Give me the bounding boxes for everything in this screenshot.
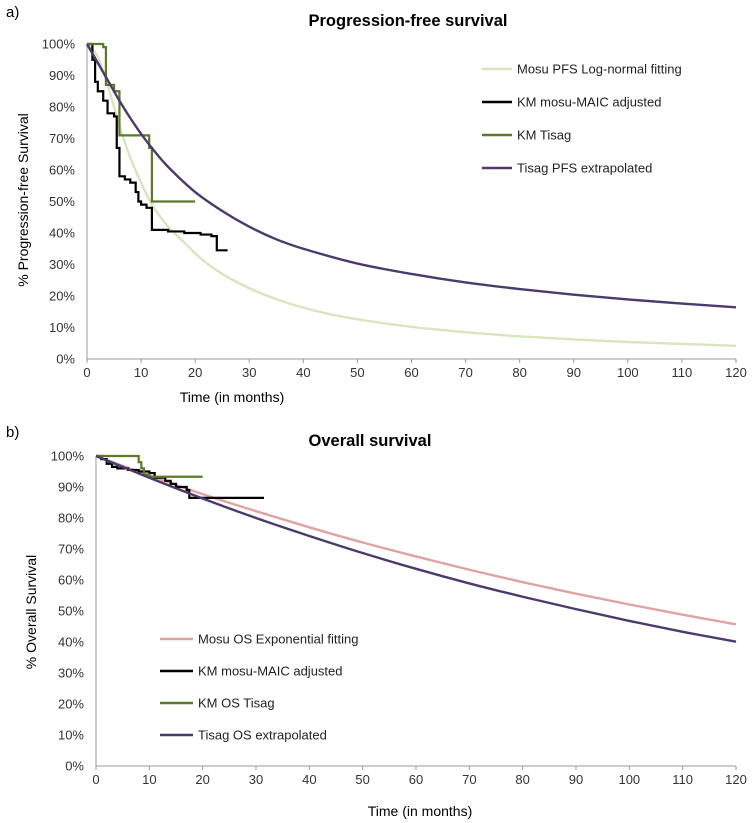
pfs-y-tick-label: 80% [49, 100, 75, 115]
os-series-km-os-tisag [96, 454, 203, 478]
os-legend: Mosu OS Exponential fitting KM mosu-MAIC … [160, 632, 358, 743]
pfs-y-tick-label: 20% [49, 289, 75, 304]
pfs-x-axis-label: Time (in months) [180, 389, 285, 405]
pfs-y-tick-label: 50% [49, 194, 75, 209]
os-x-tick-label: 70 [462, 772, 476, 787]
os-x-tick-label: 120 [725, 772, 747, 787]
os-legend-label: Tisag OS extrapolated [198, 728, 327, 743]
os-x-tick-label: 40 [302, 772, 316, 787]
os-x-ticks: 0 10 20 30 40 50 60 70 80 90 100 110 120 [92, 766, 747, 787]
os-x-tick-label: 100 [618, 772, 640, 787]
os-y-tick-label: 100% [51, 449, 85, 464]
os-x-axis-label: Time (in months) [368, 803, 473, 819]
pfs-chart: a) Progression-free survival Time (in mo… [6, 4, 747, 405]
pfs-legend: Mosu PFS Log-normal fitting KM mosu-MAIC … [482, 62, 682, 176]
os-x-tick-label: 60 [409, 772, 423, 787]
pfs-series-tisag-pfs-extrapolated [85, 43, 737, 309]
pfs-x-tick-label: 90 [567, 365, 581, 380]
os-x-tick-label: 0 [92, 772, 99, 787]
os-x-tick-label: 20 [195, 772, 209, 787]
os-y-tick-label: 0% [65, 759, 84, 774]
os-x-tick-label: 110 [672, 772, 693, 787]
pfs-x-tick-label: 50 [350, 365, 364, 380]
os-y-ticks: 0% 10% 20% 30% 40% 50% 60% 70% 80% 90% 100% [51, 449, 85, 774]
pfs-x-tick-label: 60 [404, 365, 418, 380]
os-y-tick-label: 30% [58, 666, 84, 681]
os-x-tick-label: 10 [142, 772, 156, 787]
os-series-km-mosu-maic-adjusted [96, 454, 264, 499]
os-y-tick-label: 40% [58, 635, 84, 650]
os-series-mosu-os-exponential-fitting [95, 454, 737, 626]
pfs-y-tick-label: 40% [49, 226, 75, 241]
pfs-y-axis-label: % Progression-free Survival [15, 113, 31, 287]
os-x-tick-label: 30 [249, 772, 263, 787]
pfs-legend-label: Tisag PFS extrapolated [517, 161, 652, 176]
pfs-x-tick-label: 20 [188, 365, 202, 380]
pfs-series-mosu-pfs-log-normal-fitting [86, 43, 737, 347]
pfs-x-ticks: 0 10 20 30 40 50 60 70 80 90 100 110 120 [83, 359, 747, 380]
pfs-y-tick-label: 100% [42, 37, 76, 52]
os-chart: b) Overall survival Time (in months) % O… [6, 424, 747, 819]
os-y-tick-label: 50% [58, 604, 84, 619]
pfs-x-tick-label: 120 [725, 365, 747, 380]
pfs-y-tick-label: 30% [49, 257, 75, 272]
os-y-tick-label: 80% [58, 511, 84, 526]
os-y-axis-label: % Overall Survival [23, 555, 39, 669]
pfs-x-tick-label: 100 [617, 365, 639, 380]
pfs-x-tick-label: 30 [242, 365, 256, 380]
pfs-y-tick-label: 10% [49, 320, 75, 335]
pfs-y-tick-label: 70% [49, 131, 75, 146]
pfs-x-tick-label: 10 [134, 365, 148, 380]
pfs-x-tick-label: 70 [458, 365, 472, 380]
os-x-tick-label: 80 [515, 772, 529, 787]
pfs-y-tick-label: 0% [56, 352, 75, 367]
pfs-series-km-mosu-maic-adjusted [87, 42, 228, 252]
pfs-series-group [85, 42, 737, 347]
os-x-tick-label: 50 [355, 772, 369, 787]
os-chart-title: Overall survival [309, 432, 432, 450]
pfs-x-tick-label: 0 [83, 365, 90, 380]
os-legend-label: Mosu OS Exponential fitting [198, 632, 358, 647]
os-y-tick-label: 20% [58, 697, 84, 712]
os-y-tick-label: 90% [58, 480, 84, 495]
pfs-legend-label: KM Tisag [517, 128, 571, 143]
os-y-tick-label: 10% [58, 728, 84, 743]
pfs-x-tick-label: 40 [296, 365, 310, 380]
pfs-legend-label: Mosu PFS Log-normal fitting [517, 62, 682, 77]
pfs-x-tick-label: 80 [512, 365, 526, 380]
pfs-x-tick-label: 110 [672, 365, 693, 380]
os-y-tick-label: 70% [58, 542, 84, 557]
pfs-chart-title: Progression-free survival [309, 12, 508, 30]
pfs-y-tick-label: 90% [49, 68, 75, 83]
pfs-y-ticks: 0% 10% 20% 30% 40% 50% 60% 70% 80% 90% 100% [42, 37, 76, 367]
os-series-group [95, 454, 737, 643]
pfs-y-tick-label: 60% [49, 163, 75, 178]
os-y-tick-label: 60% [58, 573, 84, 588]
panel-a-label: a) [6, 4, 19, 21]
os-series-tisag-os-extrapolated [95, 454, 737, 643]
os-legend-label: KM mosu-MAIC adjusted [198, 664, 343, 679]
pfs-legend-label: KM mosu-MAIC adjusted [517, 95, 662, 110]
os-legend-label: KM OS Tisag [198, 696, 275, 711]
panel-b-label: b) [6, 424, 19, 441]
os-x-tick-label: 90 [569, 772, 583, 787]
